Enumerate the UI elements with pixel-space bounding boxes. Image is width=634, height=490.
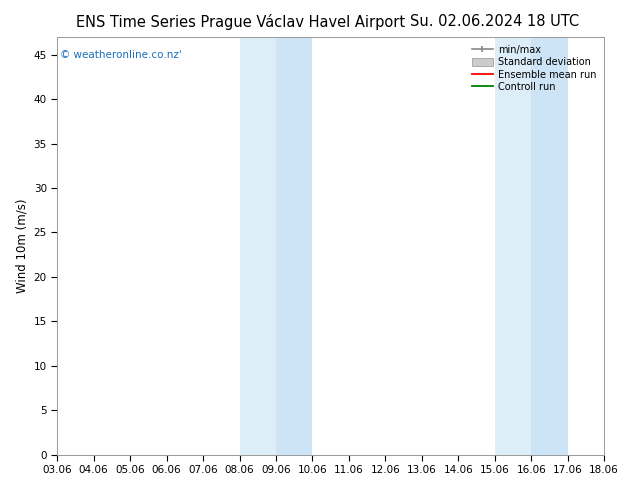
Text: © weatheronline.co.nz': © weatheronline.co.nz' <box>60 49 182 60</box>
Bar <box>495 37 531 455</box>
Text: Su. 02.06.2024 18 UTC: Su. 02.06.2024 18 UTC <box>410 14 579 29</box>
Bar <box>276 37 313 455</box>
Legend: min/max, Standard deviation, Ensemble mean run, Controll run: min/max, Standard deviation, Ensemble me… <box>469 42 599 95</box>
Y-axis label: Wind 10m (m/s): Wind 10m (m/s) <box>15 198 28 293</box>
Bar <box>531 37 567 455</box>
Bar <box>240 37 276 455</box>
Text: ENS Time Series Prague Václav Havel Airport: ENS Time Series Prague Václav Havel Airp… <box>76 14 406 30</box>
Title: ENS Time Series Prague Václav Havel Airport     Su. 02.06.2024 18 UTC: ENS Time Series Prague Václav Havel Airp… <box>0 489 1 490</box>
